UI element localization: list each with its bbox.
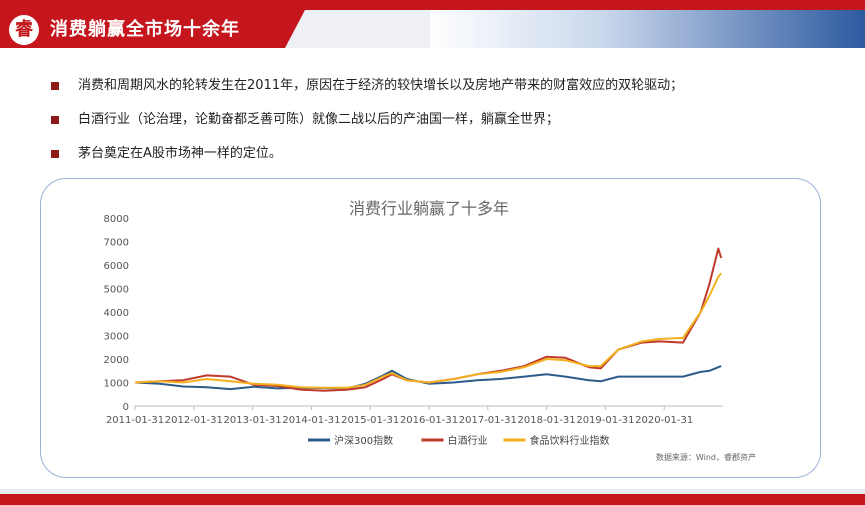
bullet-square-icon: [51, 150, 59, 158]
series-line: [134, 272, 722, 389]
slide-title: 消费躺赢全市场十余年: [50, 19, 240, 40]
title-red-band: [0, 10, 305, 48]
y-tick-label: 7000: [104, 238, 129, 249]
bullet-item: 白酒行业（论治理，论勤奋都乏善可陈）就像二战以后的产油国一样，躺赢全世界；: [48, 110, 848, 144]
bullet-text: 白酒行业（论治理，论勤奋都乏善可陈）就像二战以后的产油国一样，躺赢全世界；: [78, 112, 560, 127]
series-line: [134, 247, 723, 392]
bullet-text: 消费和周期风水的轮转发生在2011年，原因在于经济的较快增长以及房地产带来的财富…: [78, 78, 684, 93]
bullet-text: 茅台奠定在A股市场神一样的定位。: [78, 146, 282, 161]
x-tick-label: 2020-01-31: [635, 415, 693, 426]
top-accent-bar: [0, 0, 865, 10]
x-tick-label: 2013-01-31: [224, 415, 282, 426]
y-tick-label: 6000: [104, 261, 129, 272]
bullet-list: 消费和周期风水的轮转发生在2011年，原因在于经济的较快增长以及房地产带来的财富…: [48, 76, 848, 178]
legend-label: 沪深300指数: [334, 434, 393, 447]
legend-label: 白酒行业: [448, 434, 488, 447]
line-chart: 消费行业躺赢了十多年 0 1000 2000 3000 4000 5000 6000 7000 8…: [104, 199, 756, 462]
bullet-square-icon: [51, 116, 59, 124]
y-tick-label: 1000: [104, 379, 129, 390]
bullet-square-icon: [51, 82, 59, 90]
bottom-accent-bar: [0, 494, 865, 505]
y-tick-label: 8000: [104, 214, 129, 225]
y-tick-label: 0: [123, 402, 129, 413]
x-tick-label: 2011-01-31: [106, 415, 164, 426]
chart-title: 消费行业躺赢了十多年: [349, 199, 509, 218]
company-logo: 睿: [9, 15, 39, 45]
x-tick-label: 2019-01-31: [576, 415, 634, 426]
bottom-band: [0, 489, 865, 494]
x-tick-label: 2012-01-31: [165, 415, 223, 426]
bullet-item: 茅台奠定在A股市场神一样的定位。: [48, 144, 848, 178]
y-tick-label: 5000: [104, 285, 129, 296]
legend-label: 食品饮料行业指数: [530, 434, 610, 447]
x-tick-label: 2017-01-31: [459, 415, 517, 426]
x-tick-label: 2015-01-31: [341, 415, 399, 426]
x-tick-label: 2014-01-31: [282, 415, 340, 426]
series-line: [134, 365, 722, 391]
x-tick-label: 2018-01-31: [518, 415, 576, 426]
x-tick-label: 2016-01-31: [400, 415, 458, 426]
chart-source: 数据来源：Wind，睿郡资产: [656, 452, 756, 462]
y-tick-label: 3000: [104, 332, 129, 343]
title-gradient: [430, 10, 865, 48]
bullet-item: 消费和周期风水的轮转发生在2011年，原因在于经济的较快增长以及房地产带来的财富…: [48, 76, 848, 110]
y-tick-label: 2000: [104, 355, 129, 366]
y-tick-label: 4000: [104, 308, 129, 319]
